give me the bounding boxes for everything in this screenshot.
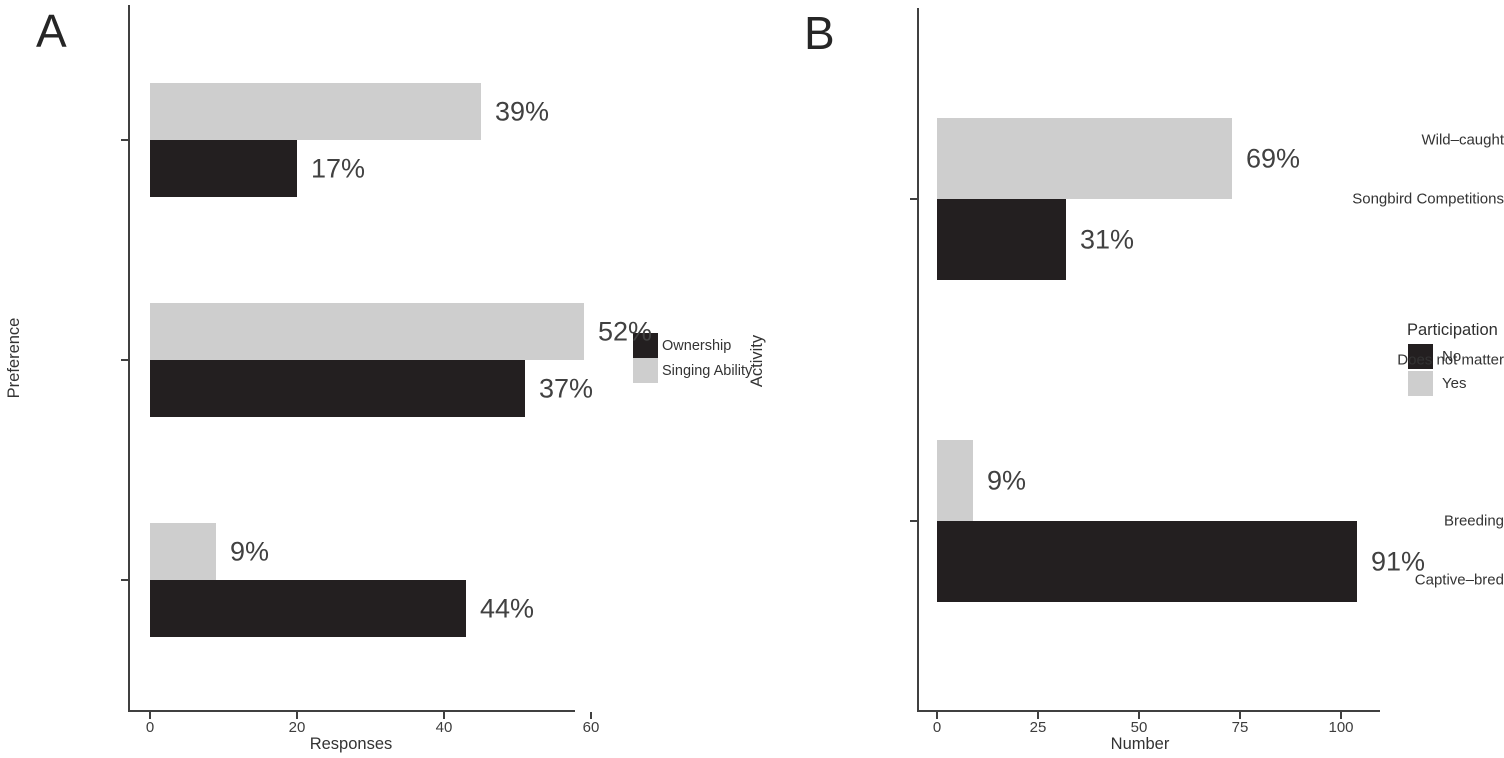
- legend-label-ownership: Ownership: [662, 337, 732, 354]
- legend-swatch-ownership: [633, 333, 658, 358]
- x-axis-tick-label: 25: [1029, 719, 1047, 736]
- panel-a-y-axis-title: Preference: [5, 317, 23, 399]
- x-axis-tick-mark: [296, 712, 298, 719]
- category-tick-mark: [121, 139, 128, 141]
- bar-value-label: 17%: [311, 153, 366, 183]
- panel-a-x-axis-title: Responses: [309, 735, 393, 753]
- bar-singing-ability: [150, 303, 584, 360]
- legend-label-no: No: [1442, 348, 1462, 365]
- bar-value-label: 91%: [1371, 546, 1426, 576]
- bar-singing-ability: [150, 83, 481, 140]
- x-axis-tick-label: 50: [1130, 719, 1148, 736]
- x-axis-tick-mark: [936, 712, 938, 719]
- legend-swatch-yes: [1408, 371, 1433, 396]
- panel-b-legend-item-yes: Yes: [1408, 371, 1466, 396]
- bar-no: [937, 199, 1066, 280]
- legend-swatch-singing-ability: [633, 358, 658, 383]
- legend-swatch-no: [1408, 344, 1433, 369]
- bar-value-label: 9%: [230, 536, 270, 566]
- bar-value-label: 37%: [539, 373, 594, 403]
- bar-yes: [937, 440, 973, 521]
- bar-ownership: [150, 360, 525, 417]
- category-label: Breeding: [1443, 512, 1504, 530]
- x-axis-tick-mark: [590, 712, 592, 719]
- bar-value-label: 52%: [598, 316, 653, 346]
- panel-a-letter: A: [36, 5, 67, 57]
- x-axis-tick-label: 75: [1231, 719, 1249, 736]
- panel-b-y-axis-title: Activity: [748, 334, 766, 388]
- x-axis-tick-mark: [149, 712, 151, 719]
- x-axis-tick-label: 40: [435, 719, 453, 736]
- panel-a-x-axis-line: [128, 710, 575, 712]
- x-axis-tick-label: 60: [582, 719, 600, 736]
- panel-a-legend-item-singing-ability: Singing Ability: [633, 358, 752, 383]
- panel-a-legend-item-ownership: Ownership: [633, 333, 731, 358]
- category-tick-mark: [910, 520, 917, 522]
- x-axis-tick-label: 0: [932, 719, 942, 736]
- panel-b-x-axis-line: [917, 710, 1380, 712]
- panel-b-legend-item-no: No: [1408, 344, 1461, 369]
- legend-label-yes: Yes: [1442, 375, 1467, 392]
- bar-value-label: 69%: [1246, 143, 1301, 173]
- bar-value-label: 31%: [1080, 224, 1135, 254]
- x-axis-tick-label: 0: [145, 719, 155, 736]
- x-axis-tick-mark: [1239, 712, 1241, 719]
- bar-value-label: 9%: [987, 465, 1027, 495]
- category-tick-mark: [910, 198, 917, 200]
- bar-ownership: [150, 140, 297, 197]
- x-axis-tick-label: 100: [1328, 719, 1354, 736]
- category-label: Songbird Competitions: [1352, 190, 1504, 208]
- legend-label-singing-ability: Singing Ability: [662, 362, 753, 379]
- bar-value-label: 44%: [480, 593, 535, 623]
- category-tick-mark: [121, 579, 128, 581]
- x-axis-tick-mark: [1340, 712, 1342, 719]
- bar-yes: [937, 118, 1232, 199]
- category-tick-mark: [121, 359, 128, 361]
- category-label: Captive–bred: [1414, 571, 1504, 589]
- panel-b-x-axis-title: Number: [1110, 735, 1170, 753]
- category-label: Wild–caught: [1421, 131, 1504, 149]
- bar-value-label: 39%: [495, 96, 550, 126]
- bar-singing-ability: [150, 523, 216, 580]
- panel-a-y-axis-line: [128, 5, 130, 712]
- x-axis-tick-label: 20: [288, 719, 306, 736]
- panel-b-legend-title: Participation: [1407, 321, 1498, 339]
- panel-b-letter: B: [804, 7, 835, 59]
- x-axis-tick-mark: [1037, 712, 1039, 719]
- category-label: Does not matter: [1397, 351, 1504, 369]
- bar-ownership: [150, 580, 466, 637]
- bar-no: [937, 521, 1357, 602]
- x-axis-tick-mark: [1138, 712, 1140, 719]
- x-axis-tick-mark: [443, 712, 445, 719]
- panel-b-y-axis-line: [917, 8, 919, 712]
